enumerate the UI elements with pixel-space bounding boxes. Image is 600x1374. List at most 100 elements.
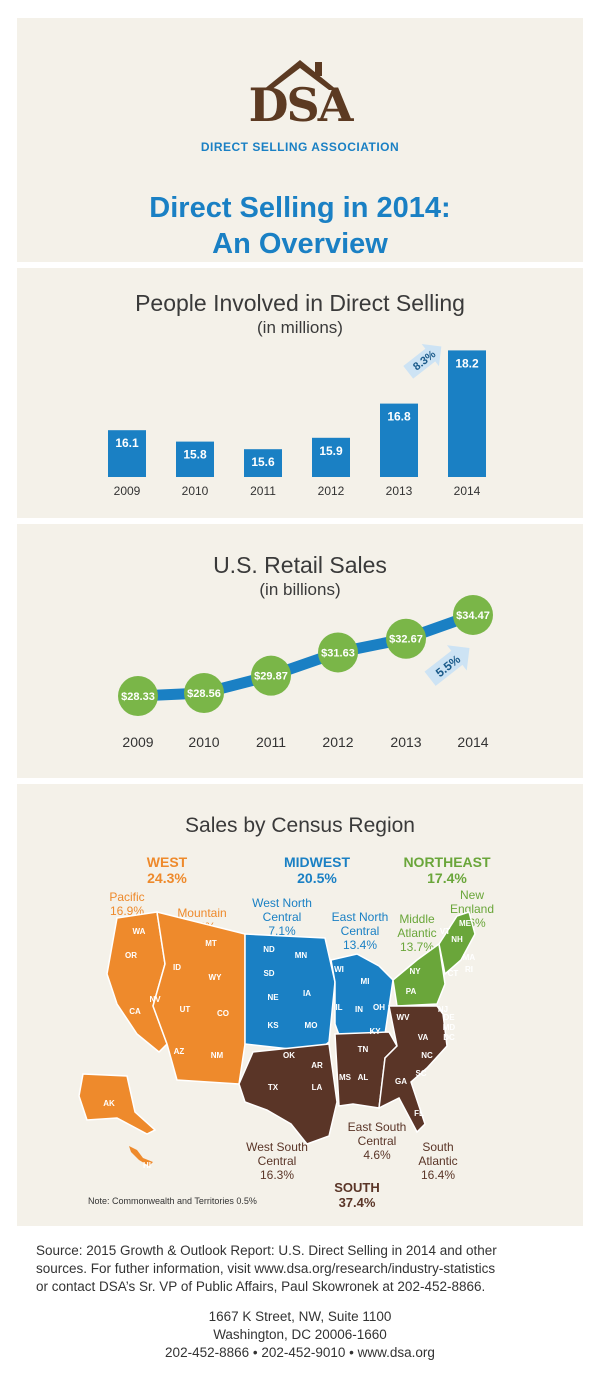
x-tick-label: 2012 (322, 734, 353, 750)
south-atlantic-name2: Atlantic (418, 1154, 458, 1168)
x-tick-label: 2011 (256, 734, 286, 750)
mid-atlantic-name1: Middle (399, 912, 435, 926)
people-chart-panel: People Involved in Direct Selling (in mi… (17, 268, 583, 518)
bar-2010 (176, 441, 214, 477)
x-tick-label: 2010 (182, 484, 209, 498)
mid-atlantic-name2: Atlantic (397, 926, 437, 940)
state-label-ar: AR (311, 1061, 323, 1070)
new-england-label: New England 3.6% (442, 888, 502, 930)
state-label-az: AZ (174, 1047, 185, 1056)
state-label-al: AL (358, 1073, 369, 1082)
bar-value-label: 18.2 (455, 356, 479, 370)
source-line-2: sources. For futher information, visit w… (36, 1261, 496, 1276)
state-label-ia: IA (303, 989, 311, 998)
south-name: SOUTH (334, 1180, 380, 1195)
bar-value-label: 15.6 (251, 455, 275, 469)
data-value-label: $29.87 (254, 671, 288, 683)
data-point-2009 (118, 676, 158, 716)
state-label-ct: CT (448, 969, 459, 978)
region-title: Sales by Census Region (185, 814, 415, 837)
state-label-nc: NC (421, 1051, 433, 1060)
wnc-pct: 7.1% (268, 924, 296, 938)
state-label-vt: VT (440, 927, 450, 936)
address-line-2: Washington, DC 20006-1660 (213, 1327, 387, 1342)
growth-arrow-icon: 5.5% (424, 645, 470, 686)
state-label-tn: TN (358, 1045, 369, 1054)
sales-chart-panel: U.S. Retail Sales (in billions) $28.33 20… (17, 524, 583, 778)
state-label-nj: NJ (438, 1005, 448, 1014)
esc-name1: East South (347, 1120, 407, 1134)
state-label-de: DE (443, 1013, 455, 1022)
logo-text: DSA (248, 78, 354, 132)
state-label-me: ME (459, 919, 472, 928)
x-tick-label: 2014 (454, 484, 481, 498)
state-label-ma: MA (463, 953, 476, 962)
state-label-ky: KY (369, 1027, 381, 1036)
x-tick-label: 2009 (122, 734, 153, 750)
wsc-name1: West South (246, 1140, 308, 1154)
state-label-nv: NV (149, 995, 161, 1004)
midwest-name: MIDWEST (283, 854, 351, 870)
state-label-ri: RI (465, 965, 473, 974)
region-panel: Sales by Census Region WEST 24.3% MIDWES… (17, 784, 583, 1226)
mid-atlantic-label: Middle Atlantic 13.7% (382, 912, 452, 954)
growth-arrow-icon: 8.3% (403, 344, 442, 379)
bar-value-label: 15.9 (319, 444, 343, 458)
midwest-label: MIDWEST 20.5% (267, 854, 367, 886)
state-label-sd: SD (263, 969, 274, 978)
state-label-ut: UT (180, 1005, 191, 1014)
title-line-2: An Overview (212, 228, 388, 260)
wnc-label: West North Central 7.1% (242, 896, 322, 938)
new-england-name2: England (449, 902, 495, 916)
arrow-shape (424, 645, 470, 686)
state-label-md: MD (443, 1023, 456, 1032)
people-chart-title: People Involved in Direct Selling (135, 290, 465, 316)
state-label-hi: HI (143, 1161, 151, 1170)
south-pct: 37.4% (338, 1195, 376, 1210)
northeast-pct: 17.4% (427, 870, 467, 886)
esc-name2: Central (357, 1134, 397, 1148)
south-atlantic-name1: South (422, 1140, 454, 1154)
esc-pct: 4.6% (363, 1148, 391, 1162)
wnc-name1: West North (252, 896, 312, 910)
data-value-label: $31.63 (321, 647, 355, 659)
mountain-name: Mountain (177, 906, 227, 920)
mid-atlantic-pct: 13.7% (399, 940, 435, 954)
state-label-wy: WY (209, 973, 223, 982)
sales-line-chart: $28.33 2009 $28.56 2010 $29.87 2011 $31.63 2012… (118, 594, 493, 750)
people-chart-subtitle: (in millions) (257, 318, 343, 337)
bar-2011 (244, 449, 282, 477)
data-value-label: $34.47 (456, 610, 490, 622)
data-value-label: $32.67 (389, 634, 423, 646)
address-block: 1667 K Street, NW, Suite 1100 Washington… (0, 1308, 600, 1362)
people-bar-chart: 16.1 2009 15.8 2010 15.6 2011 15.9 2012 16.8 2013… (108, 344, 486, 498)
state-label-ca: CA (129, 1007, 141, 1016)
title-line-1: Direct Selling in 2014: (149, 192, 451, 224)
org-name: DIRECT SELLING ASSOCIATION (200, 140, 400, 154)
state-label-or: OR (125, 951, 137, 960)
pacific-name: Pacific (109, 890, 145, 904)
state-label-sc: SC (415, 1069, 426, 1078)
new-england-region-shape (438, 911, 476, 976)
state-label-nd: ND (263, 945, 275, 954)
bar-2012 (312, 437, 350, 477)
x-tick-label: 2010 (188, 734, 219, 750)
data-value-label: $28.56 (187, 688, 221, 700)
northeast-label: NORTHEAST 17.4% (392, 854, 502, 886)
state-label-tx: TX (268, 1083, 279, 1092)
south-atlantic-label: South Atlantic 16.4% (403, 1140, 473, 1182)
mountain-region-shape (152, 910, 246, 1085)
midwest-pct: 20.5% (297, 870, 337, 886)
wsc-pct: 16.3% (259, 1168, 295, 1182)
state-label-wi: WI (334, 965, 344, 974)
us-census-map: WA OR CA ID NV MT WY UT CO AZ NM AK HI ND SD NE KS MN IA MO… (78, 910, 476, 1170)
enc-name2: Central (340, 924, 380, 938)
enc-label: East North Central 13.4% (320, 910, 400, 952)
contact-line: 202-452-8866 • 202-452-9010 • www.dsa.or… (165, 1345, 435, 1360)
arrow-shape (403, 344, 442, 379)
page-title: Direct Selling in 2014: An Overview (17, 190, 583, 262)
wnc-name2: Central (262, 910, 302, 924)
state-label-ks: KS (267, 1021, 279, 1030)
state-label-mo: MO (305, 1021, 318, 1030)
alaska-shape (78, 1073, 157, 1135)
